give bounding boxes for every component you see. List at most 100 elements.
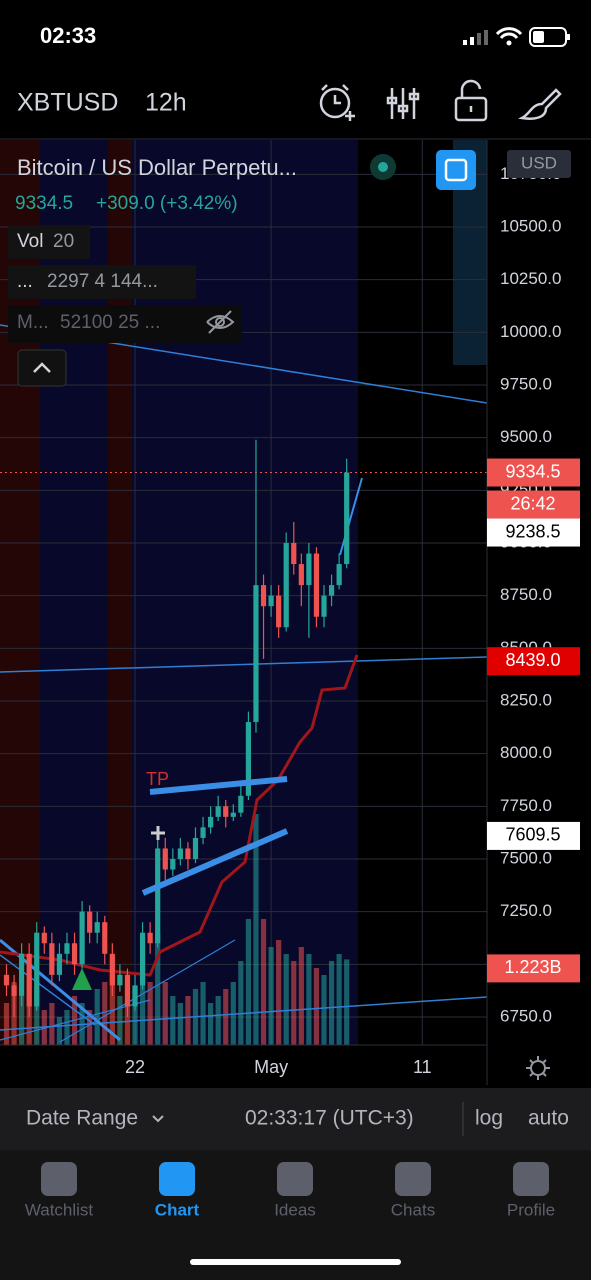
candle-body xyxy=(26,953,32,1007)
hide-icon[interactable] xyxy=(206,310,235,334)
tab-icon[interactable] xyxy=(395,1162,431,1196)
legend-vol-length: 20 xyxy=(53,231,74,252)
currency-box[interactable] xyxy=(507,150,571,178)
tabs: Watchlist Chart Ideas Chats Profile xyxy=(25,1162,555,1219)
candle-body xyxy=(291,542,297,565)
candle-body xyxy=(298,564,304,586)
tab-label[interactable]: Ideas xyxy=(274,1200,316,1219)
candle-body xyxy=(260,585,267,607)
collapse-button[interactable] xyxy=(17,349,67,387)
volume-bar xyxy=(94,989,100,1045)
symbol[interactable]: XBTUSD xyxy=(17,89,118,117)
indicators-icon[interactable] xyxy=(386,88,420,119)
price-label-bg xyxy=(487,821,580,850)
market-status-dot xyxy=(378,162,388,172)
tab-label[interactable]: Chart xyxy=(155,1200,200,1219)
candle-body xyxy=(200,827,206,838)
candle-body xyxy=(56,953,63,975)
volume-bar xyxy=(162,982,168,1045)
tab-label[interactable]: Profile xyxy=(507,1200,555,1219)
legend-vol[interactable]: Vol xyxy=(17,231,43,252)
candle-body xyxy=(132,985,138,1007)
x-tick-label: May xyxy=(254,1057,288,1077)
price-label: 9238.5 xyxy=(505,521,560,541)
bottom-toolbar xyxy=(0,1088,591,1150)
draw-icon[interactable] xyxy=(518,88,562,120)
y-tick-label: 7500.0 xyxy=(500,848,552,867)
volume-bar xyxy=(291,961,297,1045)
legend-title[interactable]: Bitcoin / US Dollar Perpetu... xyxy=(17,155,297,180)
y-tick-label: 10250.0 xyxy=(500,269,561,288)
candle-body xyxy=(49,943,55,975)
volume-bar xyxy=(223,989,229,1045)
legend-row3-prefix[interactable]: ... xyxy=(17,271,33,292)
y-tick-label: 7750.0 xyxy=(500,796,552,815)
volume-bar xyxy=(253,814,259,1045)
candle-body xyxy=(215,806,221,817)
y-tick-label: 9500.0 xyxy=(500,427,552,446)
volume-bar xyxy=(336,954,342,1045)
candle-body xyxy=(192,837,199,859)
candle-body xyxy=(245,722,252,796)
auto-toggle[interactable]: auto xyxy=(528,1107,569,1130)
volume-bar xyxy=(245,919,252,1045)
volume-bar xyxy=(268,947,274,1045)
candle-body xyxy=(155,848,161,944)
candle-body xyxy=(321,595,327,617)
tab-icon[interactable] xyxy=(277,1162,313,1196)
candles xyxy=(3,439,350,1017)
volume-bar xyxy=(321,975,327,1045)
alert-icon[interactable] xyxy=(319,84,355,121)
volume-bar xyxy=(147,982,153,1045)
settings-icon[interactable] xyxy=(526,1056,550,1080)
price-label: 7609.5 xyxy=(505,825,560,845)
volume-bar xyxy=(170,996,176,1045)
candle-body xyxy=(230,812,236,817)
price-label-bg xyxy=(487,647,580,676)
legend: Bitcoin / US Dollar Perpetu... 9334.5 +3… xyxy=(8,150,571,387)
candle-body xyxy=(11,985,17,996)
fullscreen-icon xyxy=(444,158,468,182)
volume-bar xyxy=(64,1010,70,1045)
y-tick-label: 6750.0 xyxy=(500,1006,552,1025)
tab-label[interactable]: Watchlist xyxy=(25,1200,94,1219)
legend-row4-values: 52100 25 ... xyxy=(60,312,160,333)
tab-icon[interactable] xyxy=(513,1162,549,1196)
fullscreen-button[interactable] xyxy=(436,150,476,190)
volume-bar xyxy=(298,947,304,1045)
legend-row-bg xyxy=(8,225,90,259)
y-tick-label: 8750.0 xyxy=(500,585,552,604)
x-tick-label: 22 xyxy=(125,1057,145,1077)
candle-body xyxy=(109,953,115,986)
legend-row4-prefix[interactable]: M... xyxy=(17,312,49,333)
legend-row-bg xyxy=(8,265,196,299)
volume-bar xyxy=(200,982,206,1045)
volume-bar xyxy=(132,989,138,1045)
candle-body xyxy=(313,553,320,617)
volume-bar xyxy=(117,996,123,1045)
price-label-bg xyxy=(487,518,580,547)
y-tick-label: 8000.0 xyxy=(500,743,552,762)
tab-label[interactable]: Chats xyxy=(391,1200,435,1219)
tab-icon[interactable] xyxy=(41,1162,77,1196)
interval[interactable]: 12h xyxy=(145,89,187,117)
volume-bar xyxy=(155,933,161,1045)
date-range[interactable]: Date Range xyxy=(26,1107,138,1130)
legend-last: 9334.5 xyxy=(15,193,73,214)
candle-body xyxy=(185,848,191,859)
volume-bar xyxy=(208,1003,214,1045)
candle-body xyxy=(64,943,70,954)
candle-body xyxy=(94,922,100,933)
candle-body xyxy=(117,974,123,986)
tab-icon[interactable] xyxy=(159,1162,195,1196)
candle-body xyxy=(238,795,244,813)
lock-icon[interactable] xyxy=(454,79,488,122)
candle-body xyxy=(41,932,47,944)
candle-body xyxy=(336,564,342,586)
price-label: 8439.0 xyxy=(505,650,560,670)
candle-body xyxy=(268,595,274,607)
countdown-bg xyxy=(487,490,580,519)
legend-row3-values: 2297 4 144... xyxy=(47,271,158,292)
log-toggle[interactable]: log xyxy=(475,1107,503,1130)
price-label-bg xyxy=(487,458,580,487)
